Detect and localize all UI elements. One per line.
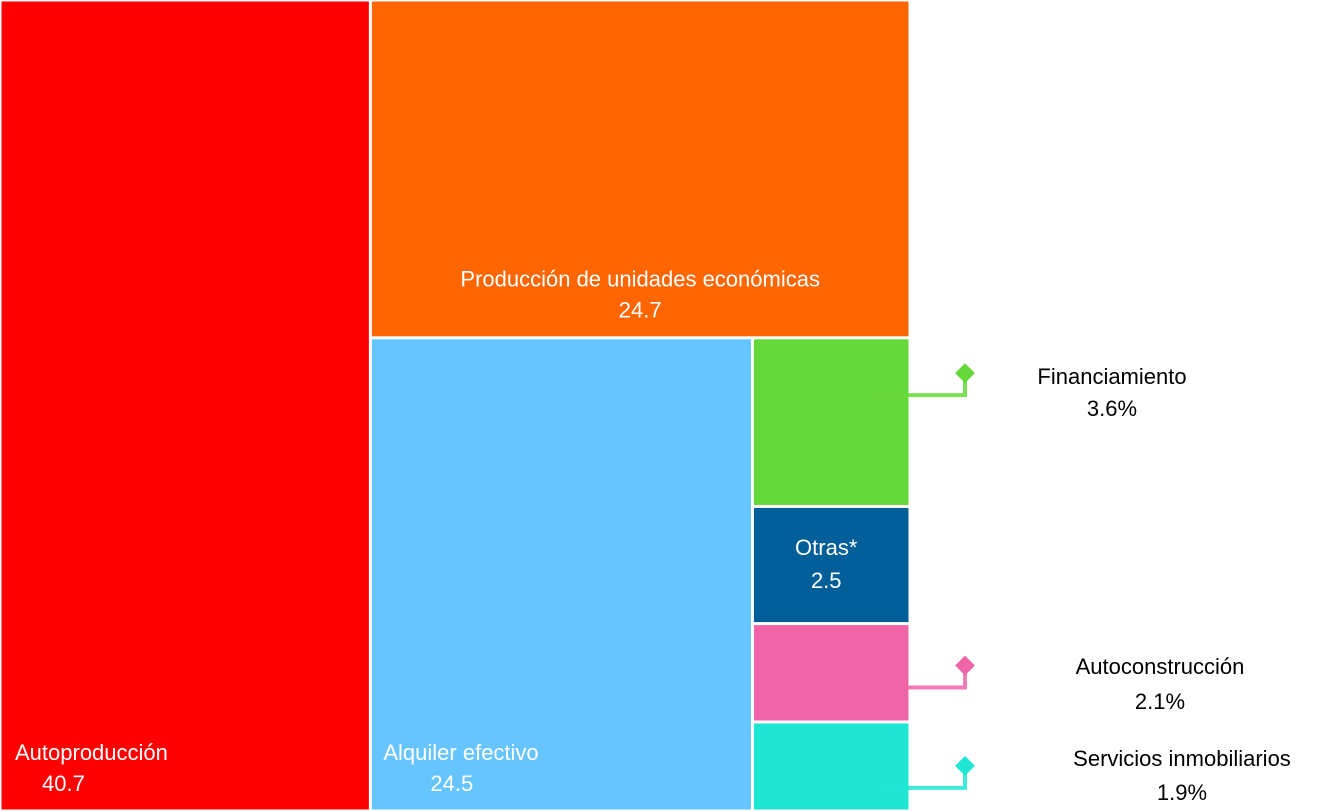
cell-label: Autoproducción <box>15 740 168 765</box>
cell-value: 24.7 <box>619 298 662 323</box>
leader-marker <box>955 363 975 384</box>
cell-value: 2.1% <box>1135 689 1185 714</box>
cell-value: 2.5 <box>811 568 842 593</box>
treemap-cell <box>753 723 909 810</box>
cell-value: 1.9% <box>1157 780 1207 805</box>
treemap-cell <box>1 1 369 810</box>
cell-value: 40.7 <box>42 771 85 796</box>
treemap-cell <box>753 507 909 623</box>
cell-label: Autoconstrucción <box>1076 654 1245 679</box>
cell-value: 3.6% <box>1087 396 1137 421</box>
leader-marker <box>955 755 975 776</box>
treemap-cell <box>371 339 751 810</box>
treemap-cell <box>753 625 909 721</box>
cell-label: Alquiler efectivo <box>383 740 538 765</box>
treemap-cell <box>753 339 909 505</box>
cell-label: Otras* <box>795 535 858 560</box>
treemap-cell <box>371 1 909 337</box>
cell-label: Servicios inmobiliarios <box>1073 746 1291 771</box>
cell-label: Financiamiento <box>1037 364 1186 389</box>
cell-label: Producción de unidades económicas <box>460 267 820 292</box>
cell-value: 24.5 <box>430 771 473 796</box>
leader-marker <box>955 655 975 676</box>
